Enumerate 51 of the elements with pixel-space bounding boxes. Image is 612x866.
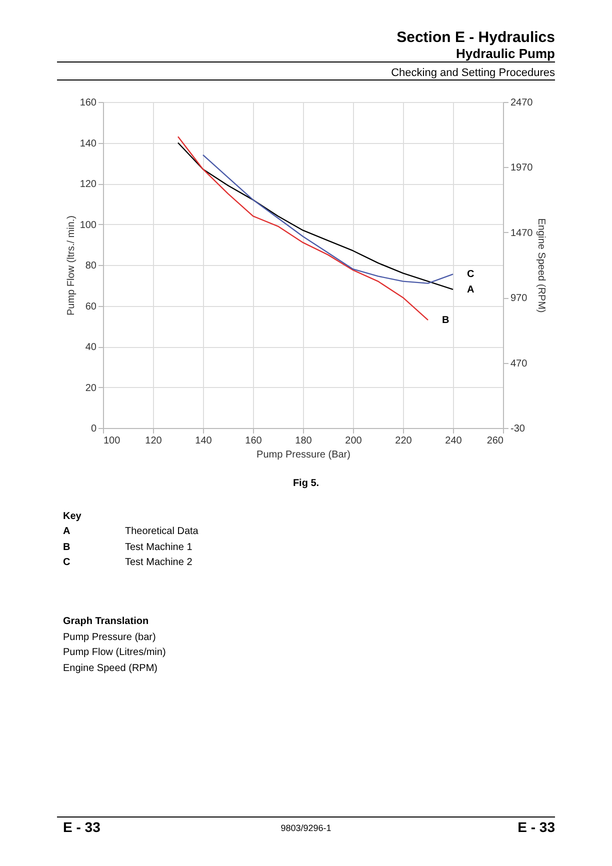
x-tick-label: 220 [395,436,412,446]
text: 9803/9296-1 [280,823,332,833]
y-tick-label: 160 [80,98,97,108]
text: Graph Translation [63,616,149,627]
y2-tick-label: 1970 [510,162,534,174]
caption: Fig 5. [292,478,320,489]
y2-tick-label: 970 [510,293,528,304]
y-tick-label: 0 [90,424,97,434]
text: E - 33 [518,819,556,835]
x-tick-label: 180 [295,436,312,446]
y2-tick-label: -30 [510,424,526,434]
line-series [177,142,454,290]
text: Theoretical Data [125,526,199,537]
text: Key [63,511,82,522]
x-tick-label: 140 [195,436,212,446]
x-tick-label: 240 [445,436,462,446]
x-tick-label: 160 [245,436,262,446]
text: Checking and Setting Procedures [391,67,556,79]
text: Test Machine 1 [125,542,193,553]
series-label: C [467,269,474,280]
text: B [63,542,70,553]
x-axis-title: Pump Pressure (Bar) [256,450,350,460]
text: Engine Speed (RPM) [63,663,158,674]
text: A [63,526,70,537]
y-tick-label: 140 [80,138,97,150]
x-tick-label: 100 [104,436,121,446]
y-tick-label: 60 [85,301,97,312]
y2-axis-title: Engine Speed (RPM) [536,218,547,313]
y-tick-label: 80 [85,260,97,272]
x-tick-label: 200 [345,436,362,446]
series-label: A [467,284,474,296]
y2-tick-label: 1470 [510,228,534,239]
line-series [177,136,429,321]
series-label: B [442,315,450,326]
y-tick-label: 100 [80,220,97,231]
text: Test Machine 2 [125,557,193,568]
x-tick-label: 120 [145,436,162,446]
y2-tick-label: 470 [510,358,528,370]
y-axis-title: Pump Flow (ltrs./ min.) [66,215,77,316]
x-tick-label: 260 [486,436,504,446]
text: C [63,557,70,568]
text: E - 33 [63,819,101,835]
y-tick-label: 40 [85,342,97,353]
line-series [202,154,454,284]
text: Pump Flow (Litres/min) [63,647,166,658]
y-tick-label: 20 [85,382,97,394]
chart-subtitle: Hydraulic Pump [456,46,556,61]
text: Pump Pressure (bar) [63,632,156,643]
y-tick-label: 120 [80,179,97,190]
y2-tick-label: 2470 [510,98,534,108]
chart-title: Section E - Hydraulics [396,29,555,46]
